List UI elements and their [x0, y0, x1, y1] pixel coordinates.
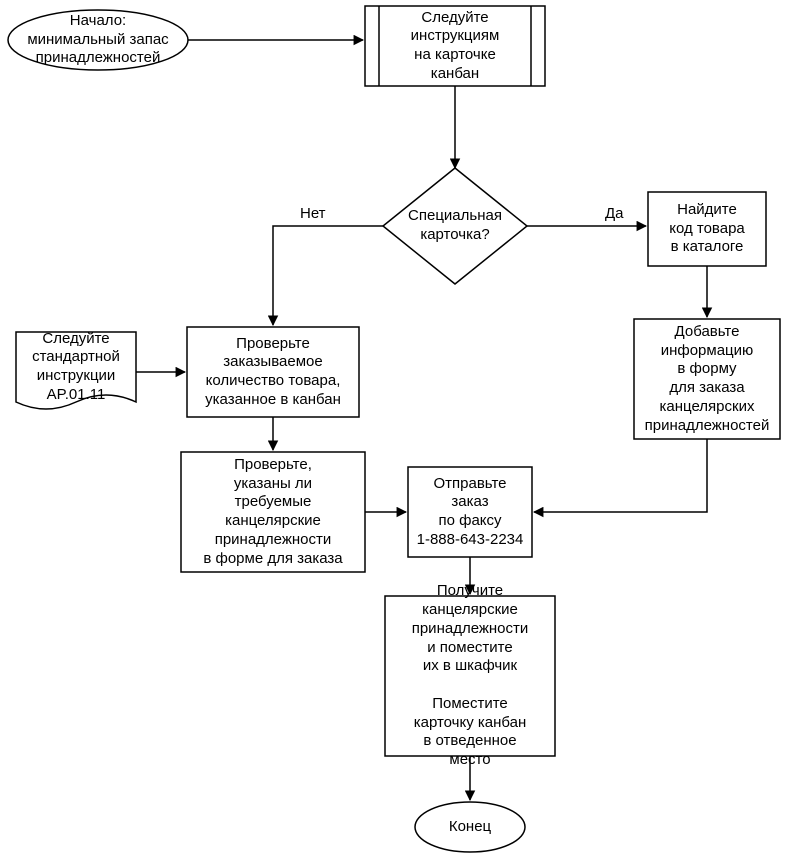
node-find_code: Найдите код товара в каталоге: [648, 192, 766, 266]
node-end: Конец: [415, 802, 525, 852]
edge-label: Да: [605, 205, 624, 222]
edge: [273, 226, 383, 325]
node-start: Начало: минимальный запас принадлежносте…: [8, 10, 188, 70]
node-receive: Получите канцелярские принадлежности и п…: [385, 596, 555, 756]
node-std_instruction: Следуйте стандартной инструкции AP.01.11: [16, 332, 136, 402]
node-check_qty: Проверьте заказываемое количество товара…: [187, 327, 359, 417]
edge-label: Нет: [300, 205, 326, 222]
node-send_fax: Отправьте заказ по факсу 1-888-643-2234: [408, 467, 532, 557]
node-check_supplies: Проверьте, указаны ли требуемые канцеляр…: [181, 452, 365, 572]
node-add_info: Добавьте информацию в форму для заказа к…: [634, 319, 780, 439]
node-decision: Специальная карточка?: [383, 168, 527, 284]
edge: [534, 439, 707, 512]
node-follow_kanban: Следуйте инструкциям на карточке канбан: [365, 6, 545, 86]
